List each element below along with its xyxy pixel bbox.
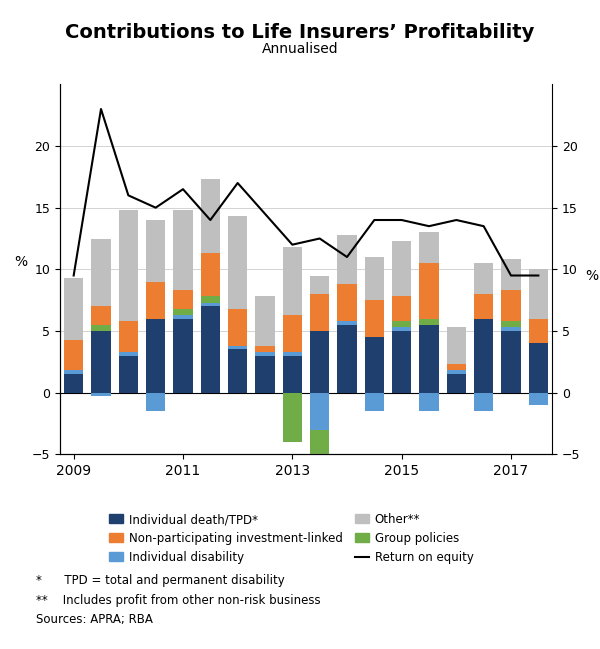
- Bar: [228, 349, 247, 393]
- Bar: [529, 319, 548, 343]
- Bar: [91, 325, 110, 331]
- Bar: [119, 210, 138, 321]
- Bar: [119, 321, 138, 352]
- Bar: [474, 393, 493, 411]
- Bar: [146, 282, 165, 319]
- Bar: [337, 235, 356, 284]
- Bar: [201, 306, 220, 393]
- Bar: [447, 374, 466, 393]
- Bar: [201, 302, 220, 306]
- Bar: [502, 321, 521, 327]
- Bar: [173, 210, 193, 290]
- Text: Sources: APRA; RBA: Sources: APRA; RBA: [36, 613, 153, 626]
- Bar: [419, 263, 439, 319]
- Bar: [310, 430, 329, 454]
- Bar: [228, 216, 247, 309]
- Bar: [419, 393, 439, 411]
- Bar: [201, 179, 220, 253]
- Bar: [91, 239, 110, 306]
- Bar: [502, 327, 521, 331]
- Legend: Individual death/TPD*, Non-participating investment-linked, Individual disabilit: Individual death/TPD*, Non-participating…: [104, 508, 478, 569]
- Bar: [529, 269, 548, 319]
- Text: **    Includes profit from other non-risk business: ** Includes profit from other non-risk b…: [36, 594, 320, 607]
- Bar: [283, 247, 302, 315]
- Bar: [419, 325, 439, 393]
- Bar: [91, 393, 110, 397]
- Bar: [283, 356, 302, 393]
- Bar: [256, 356, 275, 393]
- Text: *      TPD = total and permanent disability: * TPD = total and permanent disability: [36, 574, 285, 587]
- Bar: [419, 319, 439, 325]
- Bar: [228, 309, 247, 346]
- Bar: [392, 321, 411, 327]
- Bar: [392, 297, 411, 321]
- Text: Annualised: Annualised: [262, 42, 338, 56]
- Bar: [91, 331, 110, 393]
- Bar: [365, 337, 384, 393]
- Bar: [256, 352, 275, 356]
- Bar: [64, 278, 83, 339]
- Bar: [365, 257, 384, 300]
- Bar: [173, 319, 193, 393]
- Bar: [256, 297, 275, 346]
- Bar: [502, 260, 521, 290]
- Bar: [283, 393, 302, 442]
- Bar: [365, 393, 384, 411]
- Bar: [283, 352, 302, 356]
- Bar: [392, 331, 411, 393]
- Bar: [529, 393, 548, 405]
- Bar: [228, 346, 247, 349]
- Bar: [502, 290, 521, 321]
- Bar: [447, 364, 466, 371]
- Bar: [146, 319, 165, 393]
- Bar: [64, 371, 83, 374]
- Bar: [447, 371, 466, 374]
- Bar: [310, 276, 329, 294]
- Bar: [337, 284, 356, 321]
- Bar: [447, 327, 466, 364]
- Bar: [392, 327, 411, 331]
- Bar: [474, 294, 493, 319]
- Bar: [310, 294, 329, 331]
- Bar: [201, 253, 220, 297]
- Bar: [529, 343, 548, 393]
- Bar: [337, 321, 356, 325]
- Bar: [173, 290, 193, 309]
- Bar: [119, 356, 138, 393]
- Bar: [474, 319, 493, 393]
- Bar: [119, 352, 138, 356]
- Bar: [474, 263, 493, 294]
- Bar: [173, 315, 193, 319]
- Bar: [502, 331, 521, 393]
- Bar: [283, 315, 302, 352]
- Bar: [337, 325, 356, 393]
- Bar: [310, 331, 329, 393]
- Bar: [392, 241, 411, 297]
- Bar: [146, 220, 165, 282]
- Bar: [201, 297, 220, 302]
- Bar: [365, 300, 384, 337]
- Bar: [173, 309, 193, 315]
- Bar: [310, 393, 329, 430]
- Bar: [419, 232, 439, 263]
- Bar: [64, 374, 83, 393]
- Bar: [91, 306, 110, 325]
- Bar: [64, 339, 83, 371]
- Y-axis label: %: %: [14, 255, 27, 269]
- Bar: [146, 393, 165, 411]
- Y-axis label: %: %: [585, 269, 598, 284]
- Text: Contributions to Life Insurers’ Profitability: Contributions to Life Insurers’ Profitab…: [65, 23, 535, 42]
- Bar: [256, 346, 275, 352]
